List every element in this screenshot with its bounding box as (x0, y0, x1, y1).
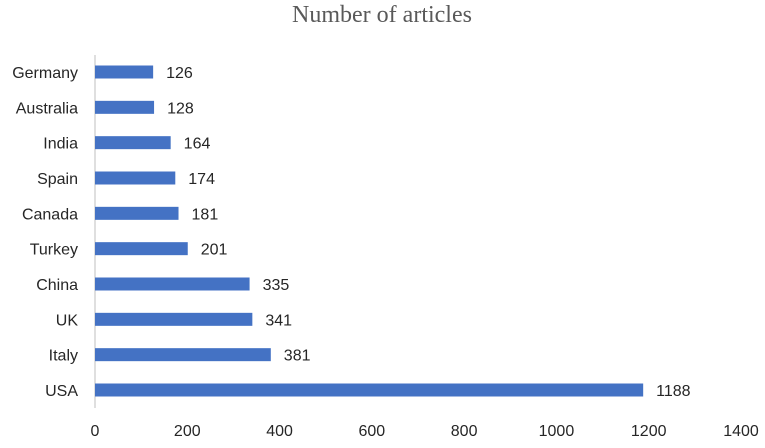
data-label: 164 (184, 136, 211, 153)
bar-italy (95, 348, 271, 362)
bar-spain (95, 171, 176, 185)
data-label: 335 (263, 277, 290, 294)
bar-turkey (95, 242, 188, 256)
x-tick-label: 1200 (631, 423, 667, 440)
category-label: Spain (37, 171, 78, 188)
x-tick-label: 800 (451, 423, 478, 440)
data-label: 174 (188, 171, 215, 188)
x-tick-label: 600 (359, 423, 386, 440)
x-tick-label: 1000 (539, 423, 575, 440)
bar-australia (95, 100, 155, 114)
category-label: Italy (49, 348, 78, 365)
x-tick-label: 400 (266, 423, 293, 440)
category-labels: Germany Australia India Spain Canada Turkey Ch… (12, 65, 78, 400)
category-label: Canada (22, 206, 78, 223)
chart-title: Number of articles (292, 2, 472, 28)
x-tick-label: 0 (91, 423, 100, 440)
x-tick-label: 1400 (723, 423, 759, 440)
data-label: 201 (201, 242, 228, 259)
category-label: China (36, 277, 78, 294)
data-label: 1188 (656, 383, 691, 400)
category-label: UK (56, 312, 79, 329)
data-label: 381 (284, 348, 311, 365)
x-tick-label: 200 (174, 423, 201, 440)
category-label: India (43, 136, 78, 153)
category-label: Turkey (30, 242, 78, 259)
category-label: Australia (16, 100, 78, 117)
category-label: USA (45, 383, 78, 400)
bar-uk (95, 312, 253, 326)
x-axis-tick-labels: 0 200 400 600 800 1000 1200 1400 (91, 423, 759, 440)
bars-layer (95, 65, 644, 397)
data-label: 181 (192, 206, 219, 223)
data-labels: 126 128 164 174 181 201 335 341 381 1188 (166, 65, 691, 400)
category-label: Germany (12, 65, 78, 82)
bar-india (95, 136, 171, 150)
data-label: 341 (265, 312, 292, 329)
data-label: 126 (166, 65, 193, 82)
bar-germany (95, 65, 154, 79)
data-label: 128 (167, 100, 194, 117)
bar-china (95, 277, 250, 291)
bar-canada (95, 206, 179, 220)
bar-usa (95, 383, 644, 397)
